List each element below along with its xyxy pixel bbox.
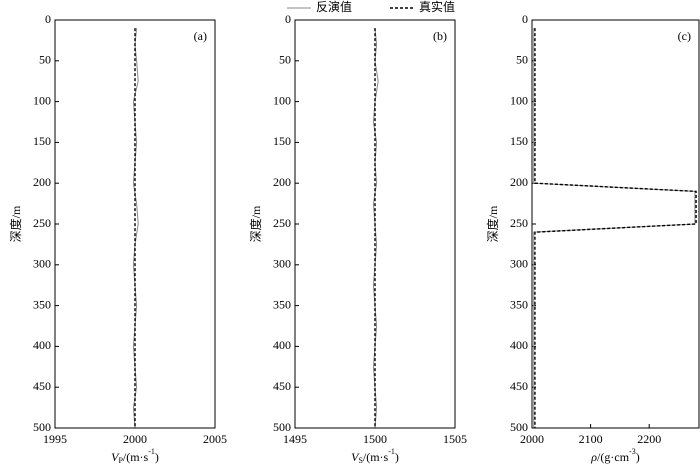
panel-label: (c) — [678, 29, 691, 43]
x-label-part: -1 — [148, 447, 155, 456]
y-tick-label: 50 — [279, 53, 291, 67]
data-line — [533, 28, 696, 428]
y-tick-label: 500 — [33, 420, 51, 434]
y-tick-label: 100 — [510, 93, 528, 107]
x-tick-label: 1505 — [443, 432, 467, 446]
y-axis-label: 深度/m — [485, 205, 500, 242]
x-tick-label: 2200 — [637, 432, 661, 446]
x-tick-label: 1995 — [43, 432, 67, 446]
y-tick-label: 250 — [510, 216, 528, 230]
y-tick-label: 150 — [510, 134, 528, 148]
y-tick-label: 400 — [510, 338, 528, 352]
y-tick-label: 0 — [285, 12, 291, 26]
x-label-part: ) — [155, 450, 159, 464]
x-axis-label: ρ/(g·cm-3) — [590, 447, 639, 464]
y-tick-label: 500 — [510, 420, 528, 434]
data-line — [132, 28, 139, 429]
y-tick-label: 450 — [510, 379, 528, 393]
x-tick-label: 2005 — [203, 432, 227, 446]
x-axis-label: VS/(m·s-1) — [351, 447, 399, 465]
x-tick-label: 2100 — [579, 432, 603, 446]
y-tick-label: 400 — [33, 338, 51, 352]
y-tick-label: 0 — [45, 12, 51, 26]
legend-label: 真实值 — [419, 0, 455, 14]
x-label-part: ) — [395, 450, 399, 464]
y-tick-label: 200 — [273, 175, 291, 189]
y-tick-label: 150 — [273, 134, 291, 148]
x-label-part: -1 — [388, 447, 395, 456]
x-label-part: V — [111, 450, 120, 464]
x-label-part: ) — [636, 450, 640, 464]
plot-frame — [531, 19, 700, 429]
data-line — [372, 28, 379, 429]
y-axis-label: 深度/m — [248, 205, 263, 242]
y-axis-label: 深度/m — [8, 205, 23, 242]
y-tick-label: 200 — [510, 175, 528, 189]
panel-label: (b) — [433, 29, 447, 43]
y-tick-label: 500 — [273, 420, 291, 434]
y-tick-label: 250 — [273, 216, 291, 230]
y-tick-label: 250 — [33, 216, 51, 230]
x-tick-label: 2000 — [123, 432, 147, 446]
x-tick-label: 2000 — [520, 432, 544, 446]
y-tick-label: 0 — [522, 12, 528, 26]
plot-frame — [54, 19, 216, 429]
y-tick-label: 100 — [273, 93, 291, 107]
panel-label: (a) — [194, 29, 207, 43]
x-axis-label: VP/(m·s-1) — [111, 447, 159, 465]
y-tick-label: 400 — [273, 338, 291, 352]
x-label-part: ρ — [590, 450, 597, 464]
x-label-part: /(m·s — [123, 450, 149, 464]
y-tick-label: 350 — [273, 297, 291, 311]
data-line — [534, 28, 697, 428]
x-label-part: -3 — [629, 447, 636, 456]
y-tick-label: 100 — [33, 93, 51, 107]
y-tick-label: 50 — [516, 53, 528, 67]
x-label-part: P — [118, 456, 123, 465]
x-label-part: /(g·cm — [597, 450, 630, 464]
x-label-part: V — [351, 450, 360, 464]
y-tick-label: 300 — [33, 257, 51, 271]
y-tick-label: 150 — [33, 134, 51, 148]
y-tick-label: 300 — [510, 257, 528, 271]
x-label-part: /(m·s — [363, 450, 389, 464]
y-tick-label: 200 — [33, 175, 51, 189]
x-tick-label: 1495 — [283, 432, 307, 446]
y-tick-label: 350 — [510, 297, 528, 311]
legend-label: 反演值 — [316, 0, 352, 14]
x-label-part: S — [358, 456, 362, 465]
x-tick-label: 1500 — [363, 432, 387, 446]
y-tick-label: 50 — [39, 53, 51, 67]
y-tick-label: 350 — [33, 297, 51, 311]
plot-frame — [294, 19, 456, 429]
y-tick-label: 450 — [273, 379, 291, 393]
y-tick-label: 450 — [33, 379, 51, 393]
y-tick-label: 300 — [273, 257, 291, 271]
